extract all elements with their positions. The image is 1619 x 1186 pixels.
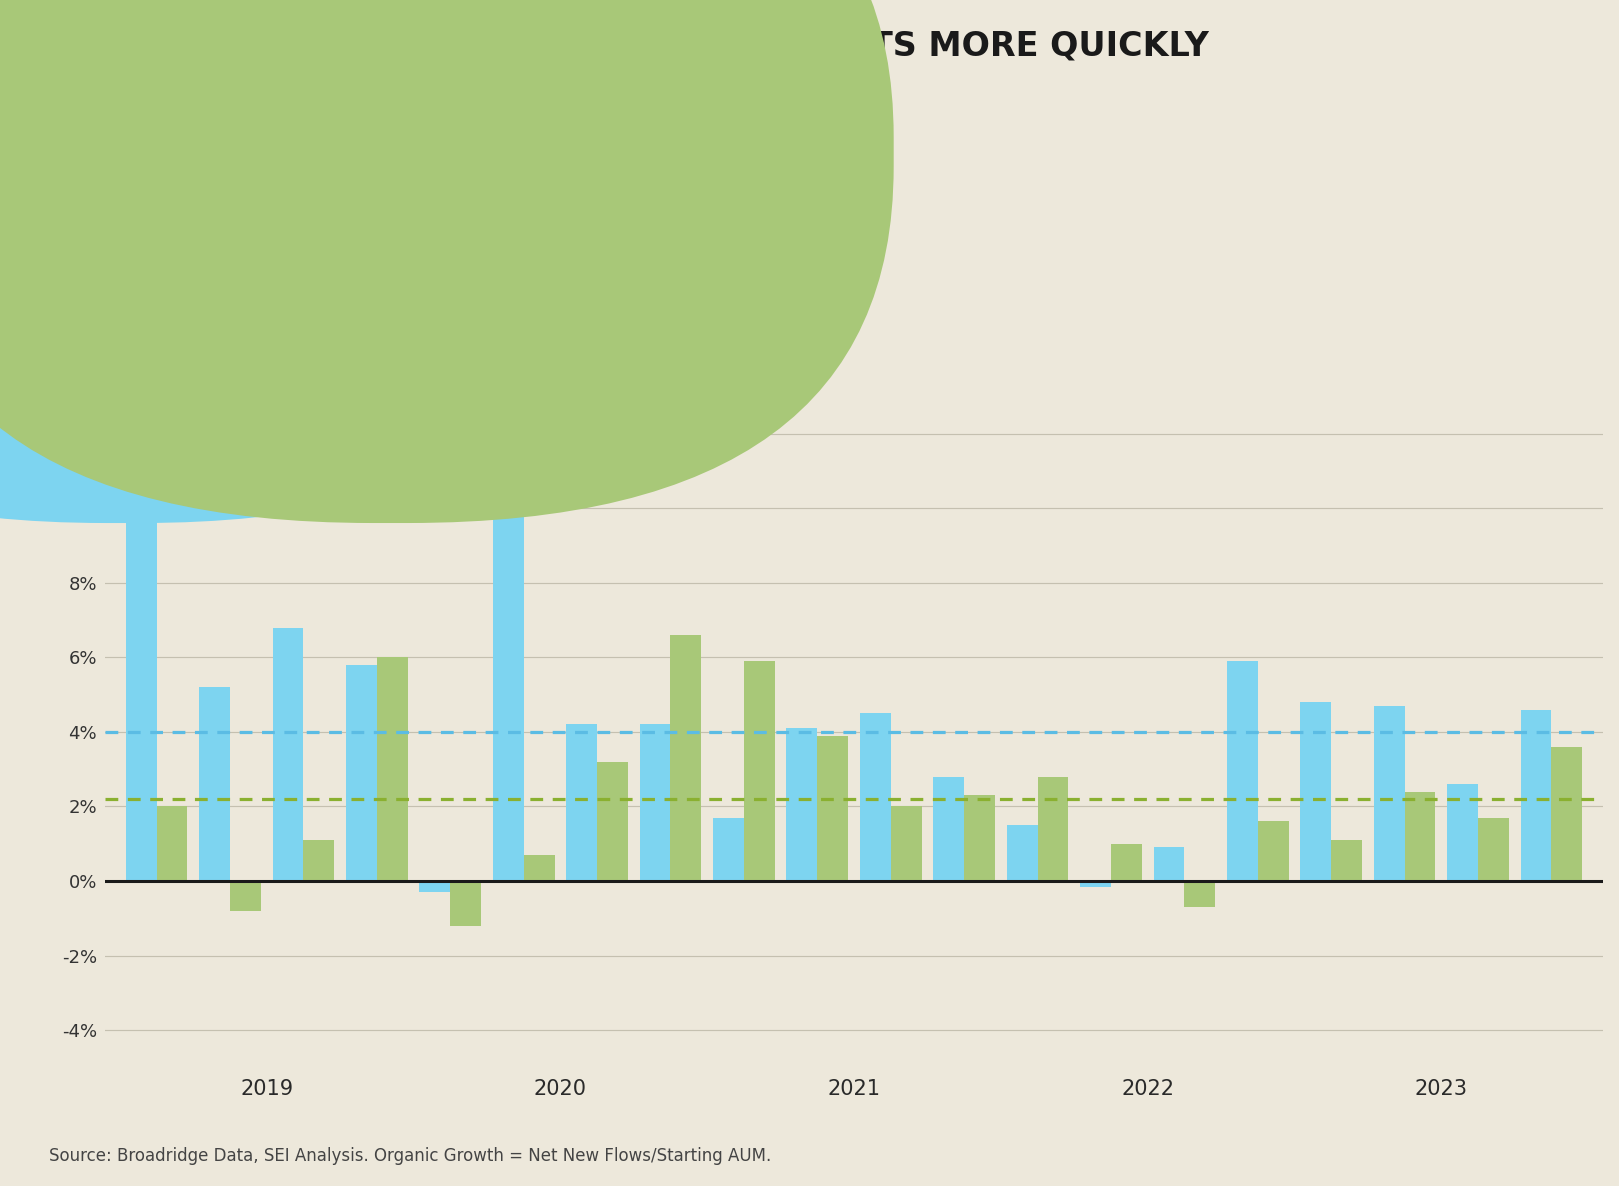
Bar (492, 497, 523, 881)
Bar (157, 806, 188, 881)
Bar (1478, 817, 1509, 881)
Text: Bond 5yr Avg: Bond 5yr Avg (147, 180, 278, 199)
Text: ●: ● (372, 180, 392, 199)
Text: 2021: 2021 (827, 1078, 881, 1098)
Bar (1300, 702, 1331, 881)
Text: Equity: Equity (423, 142, 484, 161)
Bar (450, 881, 481, 926)
Bar (1520, 709, 1551, 881)
Bar (1007, 825, 1038, 881)
Bar (523, 855, 555, 881)
Bar (1111, 843, 1141, 881)
Bar (272, 627, 303, 881)
Bar (346, 665, 377, 881)
Bar (1038, 777, 1069, 881)
Bar (230, 881, 261, 911)
Bar (1331, 840, 1362, 881)
Bar (1405, 791, 1436, 881)
Bar (965, 796, 996, 881)
Text: 2023: 2023 (1415, 1078, 1468, 1098)
Text: Quarterly Organic Growth: Bond vs. Equity ETFs: Quarterly Organic Growth: Bond vs. Equit… (105, 101, 606, 121)
Bar (787, 728, 818, 881)
Text: 2020: 2020 (534, 1078, 586, 1098)
Bar (890, 806, 921, 881)
Bar (303, 840, 334, 881)
Bar (640, 725, 670, 881)
Bar (567, 725, 597, 881)
Bar (126, 512, 157, 881)
Bar (377, 657, 408, 881)
Bar (1153, 848, 1185, 881)
Bar (1551, 747, 1582, 881)
Bar (1447, 784, 1478, 881)
Text: 2019: 2019 (240, 1078, 293, 1098)
Text: Equity 5yr Avg: Equity 5yr Avg (414, 180, 557, 199)
Bar (670, 635, 701, 881)
Text: Source: Broadridge Data, SEI Analysis. Organic Growth = Net New Flows/Starting A: Source: Broadridge Data, SEI Analysis. O… (49, 1147, 771, 1165)
Text: Bond: Bond (155, 142, 206, 161)
Text: ●: ● (105, 180, 125, 199)
Bar (597, 761, 628, 881)
Bar (199, 687, 230, 881)
Bar (860, 713, 890, 881)
Text: CHART 1: BOND ETFS ARE GATHERING ASSETS MORE QUICKLY: CHART 1: BOND ETFS ARE GATHERING ASSETS … (49, 30, 1208, 63)
Bar (1375, 706, 1405, 881)
Bar (712, 817, 743, 881)
Bar (743, 661, 776, 881)
Bar (1185, 881, 1216, 907)
Bar (933, 777, 965, 881)
Bar (1227, 661, 1258, 881)
Bar (1258, 822, 1289, 881)
Text: 2022: 2022 (1122, 1078, 1174, 1098)
Bar (419, 881, 450, 892)
Bar (1080, 881, 1111, 887)
Bar (818, 735, 848, 881)
